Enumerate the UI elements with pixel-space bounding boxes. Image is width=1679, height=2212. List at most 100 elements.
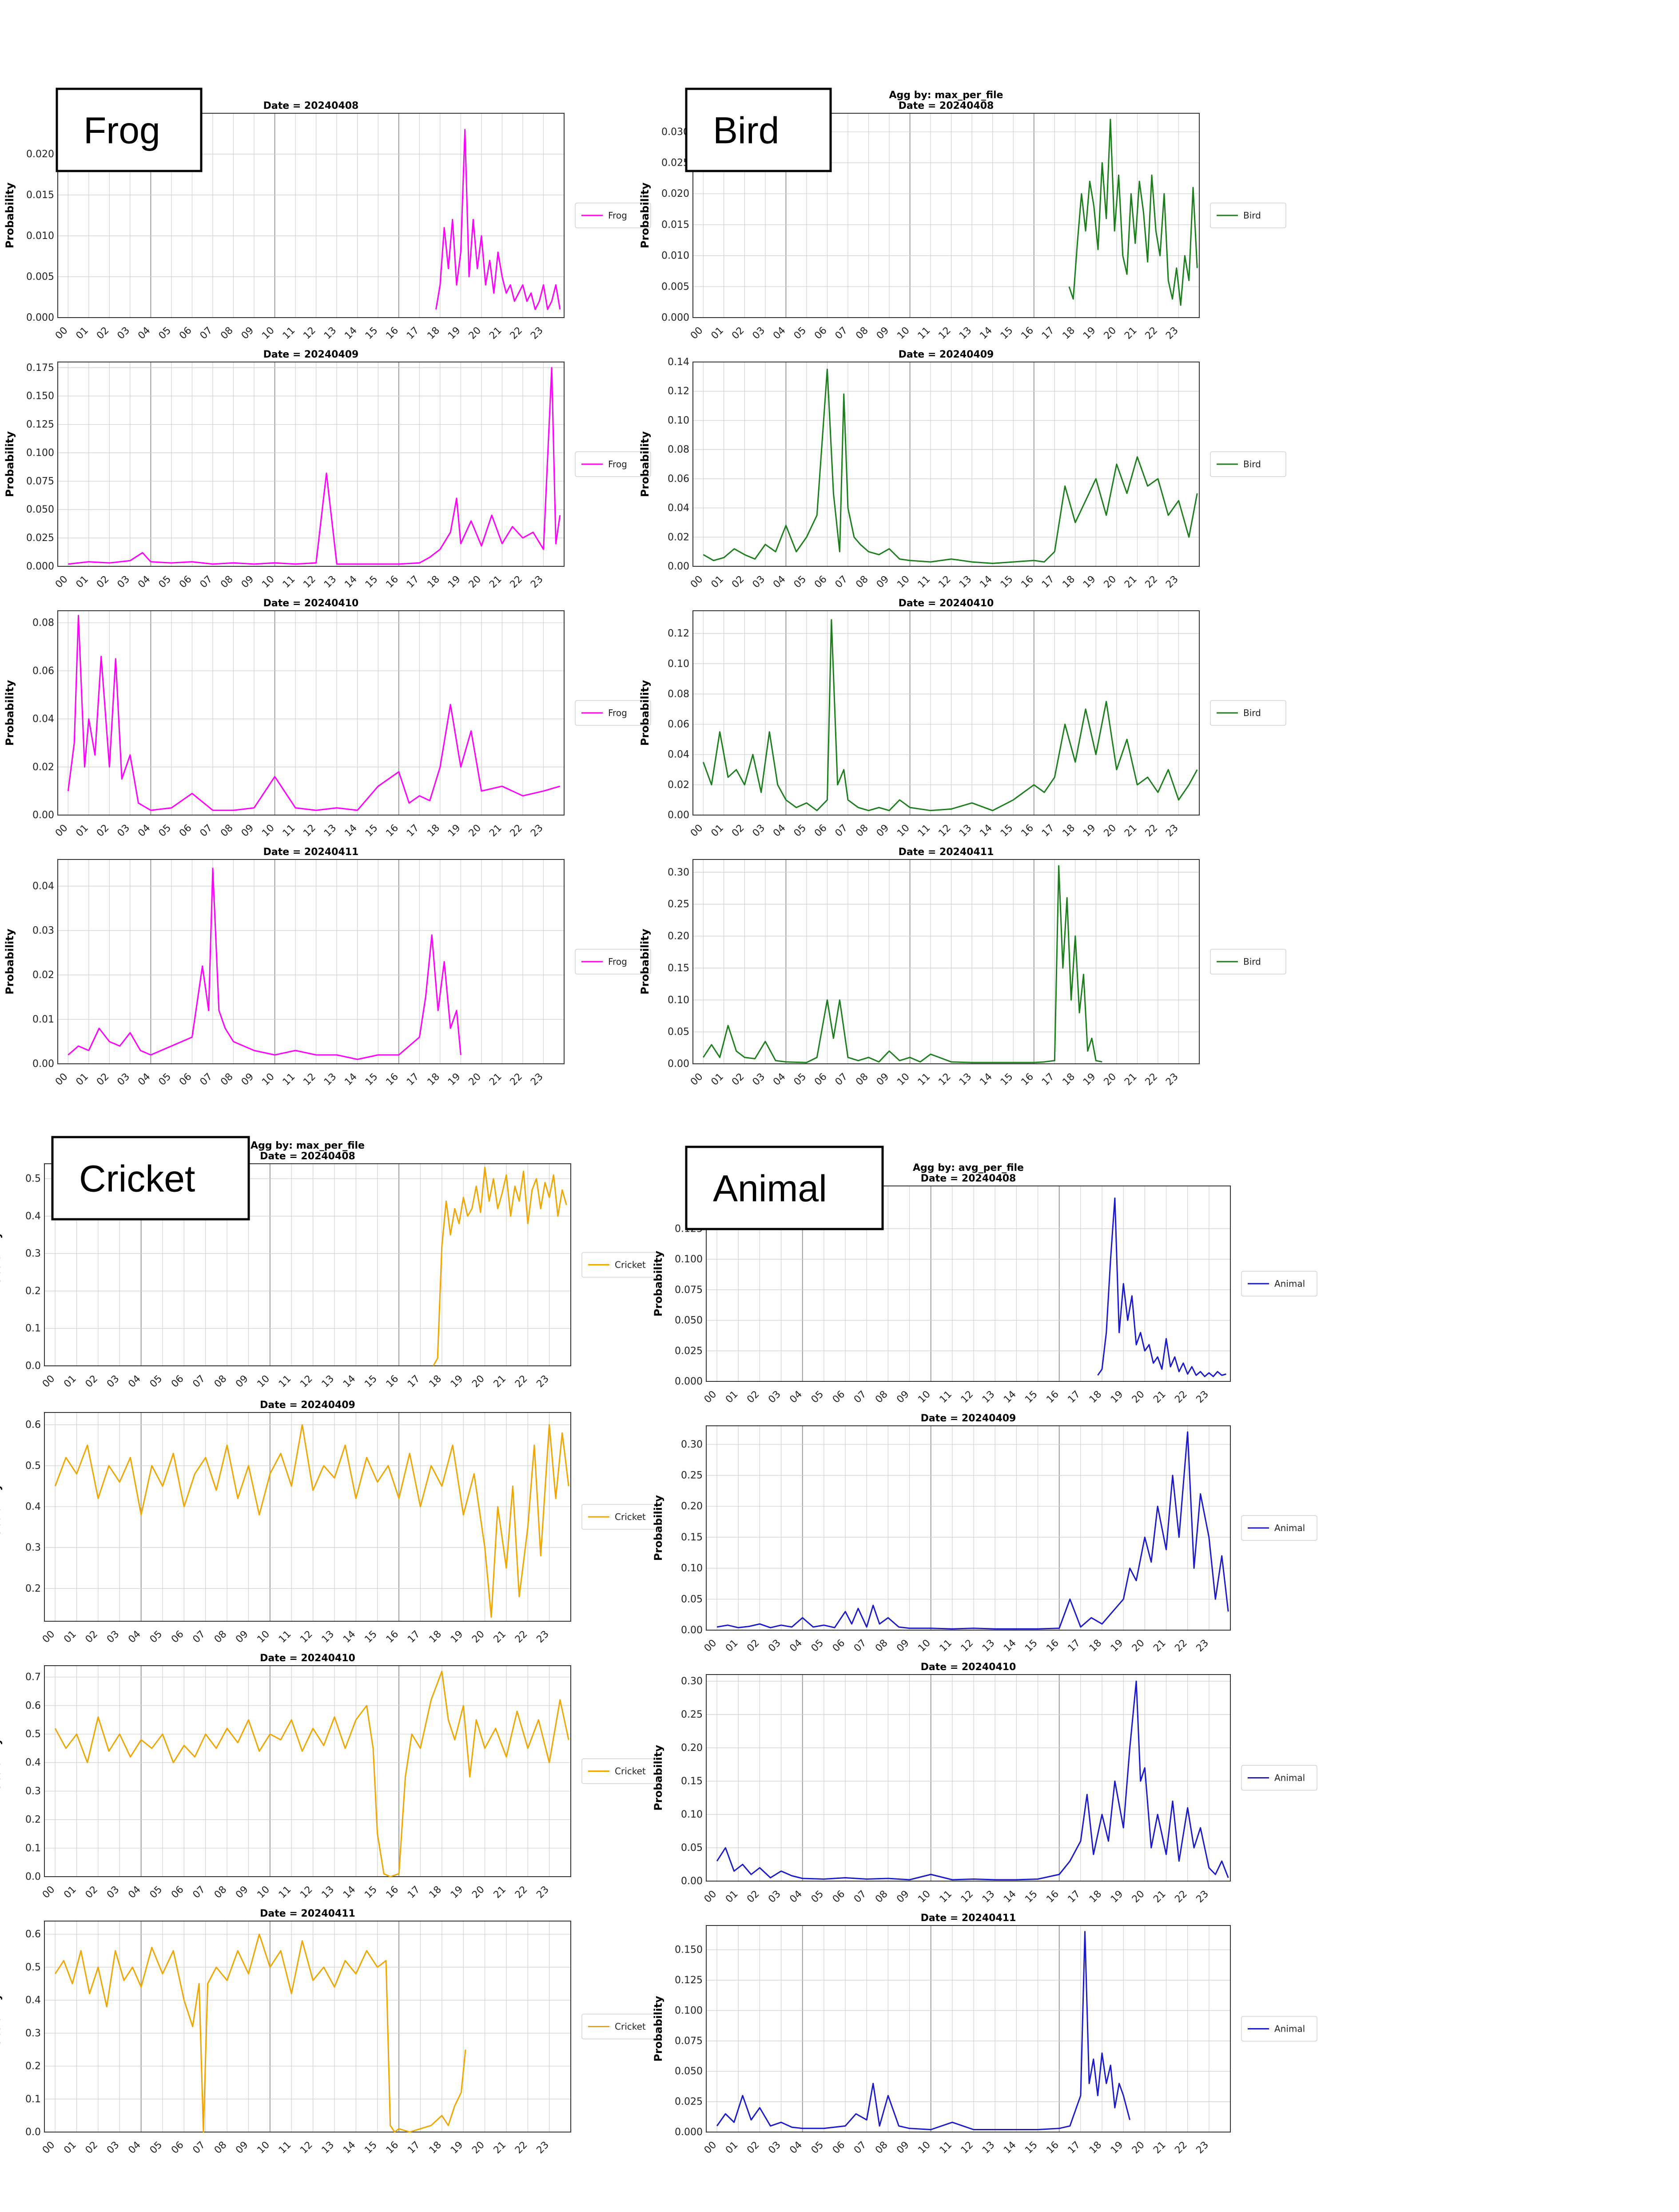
series-line <box>68 367 561 565</box>
legend: Bird <box>1210 203 1286 228</box>
y-axis-label: Probability <box>4 680 16 746</box>
panel-label-box <box>685 88 832 172</box>
y-tick-label: 0.2 <box>25 1814 41 1826</box>
y-tick-label: 0.4 <box>25 1995 41 2006</box>
legend-label: Frog <box>608 708 627 718</box>
chart-title: Date = 20240408 <box>263 100 359 111</box>
y-tick-label: 0.15 <box>668 963 689 974</box>
y-axis-label: Probability <box>639 431 651 497</box>
y-tick-label: 0.08 <box>668 688 689 700</box>
y-tick-label: 0.010 <box>661 251 689 262</box>
y-tick-label: 0.1 <box>25 1323 41 1334</box>
y-tick-label: 0.025 <box>26 533 54 544</box>
y-tick-label: 0.150 <box>675 1945 703 1956</box>
series-line <box>716 1931 1131 2130</box>
series-line <box>702 619 1198 812</box>
y-tick-label: 0.020 <box>26 149 54 160</box>
legend: Frog <box>575 203 651 228</box>
y-tick-label: 0.3 <box>25 2028 41 2039</box>
legend: Animal <box>1241 1271 1317 1297</box>
y-tick-label: 0.30 <box>681 1676 703 1687</box>
y-tick-label: 0.00 <box>681 1876 703 1887</box>
series-line <box>716 1680 1229 1881</box>
panel-label-animal: Animal <box>685 1146 884 1230</box>
y-tick-label: 0.015 <box>26 190 54 201</box>
legend-label: Frog <box>608 956 627 967</box>
y-tick-label: 0.00 <box>681 1625 703 1636</box>
legend: Animal <box>1241 2016 1317 2042</box>
y-tick-label: 0.0 <box>25 1361 41 1372</box>
legend: Bird <box>1210 451 1286 477</box>
chart-title: Date = 20240409 <box>263 349 359 360</box>
y-tick-label: 0.6 <box>25 1929 41 1940</box>
y-tick-label: 0.08 <box>668 444 689 455</box>
chart-title: Date = 20240408 <box>260 1151 355 1162</box>
legend-label: Cricket <box>615 1260 646 1270</box>
plot-frame <box>692 859 1200 1064</box>
y-tick-label: 0.25 <box>681 1709 703 1720</box>
legend-box <box>581 1504 658 1530</box>
y-tick-label: 0.06 <box>668 719 689 730</box>
charts-layer: 00 01 02 03 04 05 06 07 08 09 10 11 12 13 14 15 16 17 18 19… <box>0 90 1317 2156</box>
y-tick-label: 0.3 <box>25 1248 41 1259</box>
series-line <box>54 1934 466 2133</box>
y-tick-label: 0.005 <box>26 271 54 282</box>
series-line <box>716 1431 1229 1630</box>
y-axis-label: Probability <box>639 929 651 995</box>
y-tick-label: 0.2 <box>25 1285 41 1297</box>
y-tick-label: 0.025 <box>675 2097 703 2108</box>
legend-label: Frog <box>608 459 627 469</box>
y-tick-label: 0.10 <box>668 995 689 1006</box>
y-tick-label: 0.02 <box>32 970 54 981</box>
y-tick-label: 0.06 <box>668 473 689 485</box>
legend-label: Bird <box>1243 956 1261 967</box>
y-tick-label: 0.6 <box>25 1700 41 1711</box>
legend-label: Frog <box>608 210 627 221</box>
y-tick-label: 0.08 <box>32 617 54 629</box>
y-tick-label: 0.12 <box>668 386 689 397</box>
y-tick-label: 0.075 <box>26 476 54 487</box>
y-tick-label: 0.100 <box>26 447 54 458</box>
legend-box <box>581 2013 658 2040</box>
legend-box <box>575 203 651 228</box>
y-tick-label: 0.20 <box>681 1501 703 1512</box>
legend-label: Cricket <box>615 2021 646 2032</box>
y-tick-label: 0.4 <box>25 1211 41 1222</box>
panel-label-cricket: Cricket <box>51 1136 250 1221</box>
series-line <box>1097 1198 1226 1377</box>
legend: Cricket <box>581 1504 658 1530</box>
plot-frame <box>692 362 1200 567</box>
y-tick-label: 0.3 <box>25 1786 41 1797</box>
y-tick-label: 0.150 <box>26 391 54 402</box>
legend-box <box>575 451 651 477</box>
legend-label: Bird <box>1243 459 1261 469</box>
y-tick-label: 0.4 <box>25 1501 41 1512</box>
y-tick-label: 0.25 <box>681 1470 703 1481</box>
plot-frame <box>44 1921 571 2132</box>
y-tick-label: 0.20 <box>681 1743 703 1754</box>
y-tick-label: 0.050 <box>675 1315 703 1326</box>
y-tick-label: 0.04 <box>32 714 54 725</box>
y-tick-label: 0.00 <box>668 561 689 572</box>
y-tick-label: 0.010 <box>26 231 54 242</box>
legend: Cricket <box>581 1758 658 1784</box>
series-line <box>54 1424 569 1618</box>
y-tick-label: 0.7 <box>25 1672 41 1683</box>
panel-label-text: Frog <box>84 110 160 151</box>
y-tick-label: 0.6 <box>25 1420 41 1431</box>
panel-labels-layer: Frog Bird Cricket Animal <box>51 88 884 1230</box>
panel-label-text: Animal <box>713 1168 827 1209</box>
y-tick-label: 0.02 <box>32 762 54 773</box>
y-tick-label: 0.0 <box>25 1871 41 1882</box>
chart-title: Date = 20240409 <box>899 349 994 360</box>
legend-box <box>1210 949 1286 975</box>
y-tick-label: 0.05 <box>681 1594 703 1605</box>
legend-box <box>1241 1271 1317 1297</box>
legend-box <box>1210 203 1286 228</box>
legend-box <box>1210 700 1286 726</box>
y-tick-label: 0.000 <box>675 1376 703 1387</box>
y-tick-label: 0.00 <box>668 810 689 821</box>
y-tick-label: 0.100 <box>675 2005 703 2016</box>
y-axis-label: Probability <box>4 431 16 497</box>
panel-label-text: Cricket <box>79 1158 195 1200</box>
